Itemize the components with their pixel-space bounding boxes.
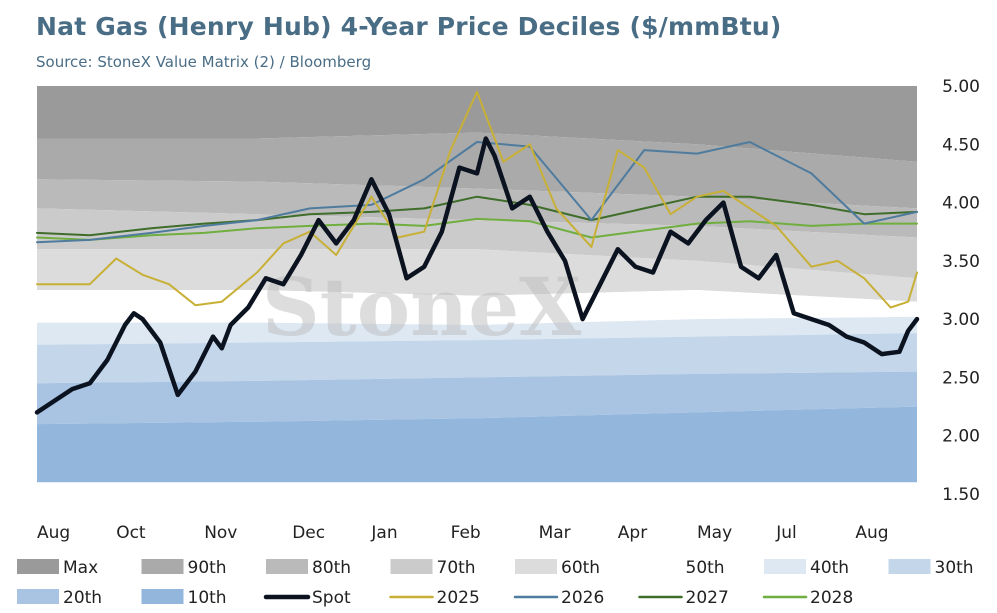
legend-swatch: [390, 559, 433, 574]
legend-label: 2027: [686, 588, 729, 608]
legend-swatch: [764, 559, 806, 574]
y-tick-label: 1.50: [942, 485, 980, 505]
band-40th: [37, 316, 917, 345]
legend-item-90th: 90th: [141, 558, 227, 578]
y-tick-label: 4.00: [942, 194, 980, 214]
series-line-2025: [36, 90, 918, 309]
y-tick-label: 3.00: [942, 310, 980, 330]
legend-label: 30th: [935, 558, 974, 578]
x-axis-ticks: Aug Oct Nov Dec Jan Feb Mar Apr May Jul Aug: [37, 523, 889, 543]
legend-item-80th: 80th: [266, 558, 351, 578]
legend-item-2028: 2028: [762, 588, 853, 608]
y-tick-label: 3.50: [942, 252, 980, 272]
x-tick-label: Mar: [539, 523, 571, 543]
legend-label: 2028: [810, 588, 853, 608]
band-70th: [37, 208, 917, 279]
band-max: [37, 86, 917, 162]
legend-label: 20th: [63, 588, 102, 608]
chart-subtitle: Source: StoneX Value Matrix (2) / Bloomb…: [36, 53, 372, 71]
x-tick-label: Aug: [37, 523, 70, 543]
legend-label: 60th: [561, 558, 600, 578]
legend-swatch: [17, 589, 59, 604]
legend-label: Max: [63, 558, 98, 578]
y-axis-ticks: 5.00 4.50 4.00 3.50 3.00 2.50 2.00 1.50: [942, 77, 980, 505]
legend-item-60th: 60th: [515, 558, 600, 578]
y-tick-label: 4.50: [942, 135, 980, 155]
x-tick-label: Oct: [116, 523, 146, 543]
x-tick-label: Feb: [451, 523, 481, 543]
legend-item-30th: 30th: [888, 558, 974, 578]
x-tick-label: Aug: [855, 523, 888, 543]
band-50th: [37, 290, 917, 325]
y-tick-label: 2.50: [942, 368, 980, 388]
legend-item-40th: 40th: [764, 558, 849, 578]
series-line-spot: [34, 136, 920, 415]
legend-item-50th: 50th: [639, 558, 725, 578]
legend-swatch: [639, 559, 682, 574]
legend-label: 50th: [686, 558, 725, 578]
x-tick-label: Apr: [618, 523, 647, 543]
legend-item-70th: 70th: [390, 558, 476, 578]
y-tick-label: 5.00: [942, 77, 980, 97]
band-30th: [37, 333, 917, 384]
x-tick-label: Jan: [370, 523, 397, 543]
stonex-watermark: StoneX: [262, 260, 581, 354]
band-10th: [37, 406, 917, 483]
legend-item-max: Max: [17, 558, 98, 578]
series-line-2026: [36, 141, 918, 244]
legend-label: 2025: [437, 588, 480, 608]
x-tick-label: Nov: [204, 523, 237, 543]
chart-legend: Max 90th 80th 70th 60th 50th 40th 30th 20th 10th S…: [17, 558, 974, 608]
legend-label: Spot: [312, 588, 351, 608]
x-tick-label: Dec: [292, 523, 325, 543]
band-20th: [37, 371, 917, 425]
legend-label: 90th: [188, 558, 227, 578]
decile-bands: [37, 86, 917, 483]
legend-swatch: [266, 559, 308, 574]
legend-label: 10th: [188, 588, 227, 608]
legend-item-20th: 20th: [17, 588, 102, 608]
legend-item-10th: 10th: [141, 588, 227, 608]
x-tick-label: Jul: [775, 523, 797, 543]
chart-title: Nat Gas (Henry Hub) 4-Year Price Deciles…: [36, 12, 782, 41]
legend-swatch: [141, 559, 184, 574]
x-tick-label: May: [697, 523, 732, 543]
legend-swatch: [888, 559, 931, 574]
legend-label: 80th: [312, 558, 351, 578]
legend-swatch: [141, 589, 184, 604]
legend-swatch: [17, 559, 59, 574]
legend-label: 40th: [810, 558, 849, 578]
y-tick-label: 2.00: [942, 427, 980, 447]
legend-item-spot: Spot: [263, 588, 351, 608]
legend-label: 2026: [561, 588, 604, 608]
legend-swatch: [515, 559, 557, 574]
legend-item-2027: 2027: [638, 588, 729, 608]
legend-item-2026: 2026: [513, 588, 604, 608]
series-line-2027: [36, 195, 918, 237]
price-series-lines: [34, 90, 920, 415]
legend-label: 70th: [437, 558, 476, 578]
legend-item-2025: 2025: [389, 588, 480, 608]
